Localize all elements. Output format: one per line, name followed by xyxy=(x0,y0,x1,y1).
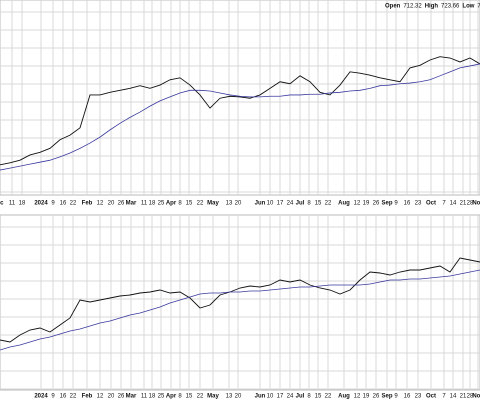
series-line xyxy=(0,269,480,351)
x-tick-label: 18 xyxy=(149,394,156,400)
x-tick-label: 21 xyxy=(460,394,467,400)
x-tick-label: 15 xyxy=(186,394,193,400)
x-tick-label: Mar xyxy=(126,201,137,207)
x-tick-label: 22 xyxy=(70,394,77,400)
x-tick-label: 20 xyxy=(235,201,242,207)
x-tick-label: 25 xyxy=(158,201,165,207)
x-tick-label: 9 xyxy=(51,394,55,400)
x-tick-label: Dec xyxy=(0,201,4,207)
header-text: 723.66 xyxy=(441,4,460,10)
header-text: High xyxy=(425,4,439,10)
x-tick-label: 26 xyxy=(118,394,125,400)
x-tick-label: 13 xyxy=(226,201,233,207)
x-tick-label: 25 xyxy=(158,394,165,400)
x-tick-label: 20 xyxy=(108,201,115,207)
x-tick-label: Sep xyxy=(381,201,392,207)
x-tick-label: 16 xyxy=(404,394,411,400)
x-tick-label: 17 xyxy=(277,394,284,400)
x-tick-label: 11 xyxy=(141,201,148,207)
x-tick-label: 12 xyxy=(354,201,361,207)
x-tick-label: 8 xyxy=(178,394,182,400)
x-tick-label: 26 xyxy=(118,201,125,207)
x-tick-label: Jun xyxy=(255,394,266,400)
x-tick-label: 12 xyxy=(354,394,361,400)
x-tick-label: 8 xyxy=(178,201,182,207)
x-tick-label: 9 xyxy=(51,201,55,207)
x-tick-label: 24 xyxy=(287,394,294,400)
x-tick-label: 2024 xyxy=(34,394,48,400)
x-tick-label: 8 xyxy=(307,394,311,400)
x-tick-label: 18 xyxy=(19,201,26,207)
header-text: 712.32 xyxy=(403,4,422,10)
x-tick-label: 22 xyxy=(325,201,332,207)
x-tick-label: 7 xyxy=(442,201,446,207)
x-tick-label: 23 xyxy=(415,201,422,207)
x-tick-label: Nov xyxy=(472,201,480,207)
x-tick-label: Oct xyxy=(426,201,436,207)
x-tick-label: 19 xyxy=(363,394,370,400)
x-tick-label: 17 xyxy=(277,201,284,207)
x-tick-label: 22 xyxy=(70,201,77,207)
panel-top xyxy=(0,0,480,196)
x-tick-label: 28 xyxy=(467,201,474,207)
x-tick-label: 11 xyxy=(141,394,148,400)
x-tick-label: 9 xyxy=(394,201,398,207)
x-tick-label: 8 xyxy=(307,201,311,207)
x-tick-label: 24 xyxy=(287,201,294,207)
x-tick-label: 22 xyxy=(197,394,204,400)
header-text: Low xyxy=(462,4,474,10)
x-tick-label: 26 xyxy=(373,394,380,400)
x-tick-label: 16 xyxy=(60,201,67,207)
x-tick-label: Sep xyxy=(381,394,392,400)
x-tick-label: 15 xyxy=(186,201,193,207)
x-tick-label: 18 xyxy=(149,201,156,207)
x-tick-label: Mar xyxy=(126,394,137,400)
x-tick-label: 19 xyxy=(363,201,370,207)
x-tick-label: 23 xyxy=(415,394,422,400)
x-tick-label: Apr xyxy=(166,201,177,207)
header-text: 710.0 xyxy=(477,4,480,10)
header-text: Open xyxy=(385,4,401,10)
x-tick-label: 10 xyxy=(267,201,274,207)
x-tick-label: 9 xyxy=(394,394,398,400)
x-tick-label: 20 xyxy=(108,394,115,400)
x-tick-label: Jul xyxy=(296,394,305,400)
x-tick-label: 15 xyxy=(315,394,322,400)
x-tick-label: 22 xyxy=(325,394,332,400)
x-tick-label: 26 xyxy=(373,201,380,207)
x-tick-label: Apr xyxy=(166,394,177,400)
x-tick-label: Oct xyxy=(426,394,436,400)
x-tick-label: Feb xyxy=(82,201,93,207)
x-tick-label: 16 xyxy=(60,394,67,400)
x-tick-label: Jul xyxy=(296,201,305,207)
x-tick-label: 14 xyxy=(450,394,457,400)
x-tick-label: 2024 xyxy=(34,201,48,207)
x-tick-label: 7 xyxy=(442,394,446,400)
x-tick-label: Nov xyxy=(472,394,480,400)
x-tick-label: 11 xyxy=(9,201,16,207)
x-tick-label: 10 xyxy=(267,394,274,400)
x-tick-label: 28 xyxy=(467,394,474,400)
series-line xyxy=(0,56,480,166)
x-tick-label: 13 xyxy=(226,394,233,400)
series-line xyxy=(0,63,480,171)
panel-bottom xyxy=(0,214,480,391)
x-tick-label: Feb xyxy=(82,394,93,400)
series-line xyxy=(0,257,480,343)
x-tick-label: 14 xyxy=(450,201,457,207)
x-tick-label: 22 xyxy=(197,201,204,207)
x-tick-label: May xyxy=(207,394,219,400)
x-tick-label: 16 xyxy=(404,201,411,207)
x-tick-label: 20 xyxy=(235,394,242,400)
x-tick-label: Jun xyxy=(255,201,266,207)
x-tick-label: Aug xyxy=(338,201,350,207)
x-tick-label: May xyxy=(207,201,219,207)
x-tick-label: Aug xyxy=(338,394,350,400)
x-tick-label: 15 xyxy=(315,201,322,207)
x-tick-label: 12 xyxy=(97,394,104,400)
x-tick-label: 21 xyxy=(460,201,467,207)
x-tick-label: 12 xyxy=(97,201,104,207)
